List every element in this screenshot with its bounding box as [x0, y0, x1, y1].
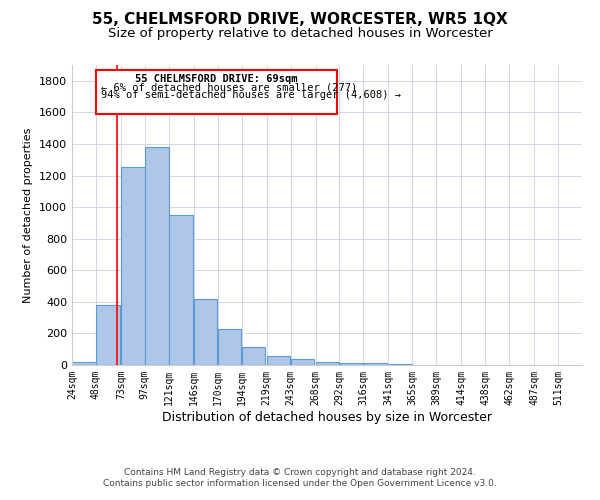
Bar: [169, 215, 193, 365]
Bar: [121, 167, 145, 365]
Bar: [291, 360, 314, 365]
Text: 94% of semi-detached houses are larger (4,608) →: 94% of semi-detached houses are larger (…: [101, 90, 401, 101]
Bar: [340, 364, 363, 365]
Bar: [72, 362, 96, 365]
Text: 55 CHELMSFORD DRIVE: 69sqm: 55 CHELMSFORD DRIVE: 69sqm: [136, 74, 298, 85]
Bar: [364, 364, 387, 365]
Bar: [267, 356, 290, 365]
Text: Contains HM Land Registry data © Crown copyright and database right 2024.
Contai: Contains HM Land Registry data © Crown c…: [103, 468, 497, 487]
Bar: [316, 362, 339, 365]
Bar: [145, 147, 169, 365]
Bar: [218, 328, 241, 365]
Bar: [389, 364, 412, 365]
FancyBboxPatch shape: [96, 70, 337, 114]
Text: ← 6% of detached houses are smaller (277): ← 6% of detached houses are smaller (277…: [101, 82, 358, 92]
X-axis label: Distribution of detached houses by size in Worcester: Distribution of detached houses by size …: [162, 410, 492, 424]
Bar: [194, 298, 217, 365]
Text: 55, CHELMSFORD DRIVE, WORCESTER, WR5 1QX: 55, CHELMSFORD DRIVE, WORCESTER, WR5 1QX: [92, 12, 508, 28]
Bar: [96, 305, 119, 365]
Y-axis label: Number of detached properties: Number of detached properties: [23, 128, 34, 302]
Bar: [242, 347, 265, 365]
Text: Size of property relative to detached houses in Worcester: Size of property relative to detached ho…: [107, 28, 493, 40]
